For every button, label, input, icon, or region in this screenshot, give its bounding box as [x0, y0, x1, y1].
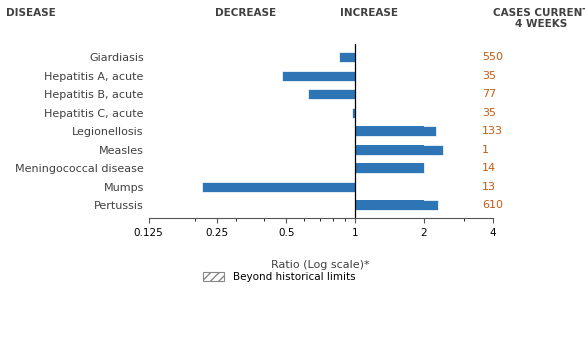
Bar: [355, 145, 424, 155]
Bar: [353, 108, 355, 118]
Bar: [355, 163, 424, 173]
Text: 133: 133: [482, 126, 503, 136]
Text: 14: 14: [482, 163, 496, 173]
Bar: [355, 200, 424, 210]
Text: 35: 35: [482, 108, 496, 118]
Text: 610: 610: [482, 200, 503, 210]
Bar: [339, 52, 355, 62]
Text: DISEASE: DISEASE: [6, 8, 56, 18]
Text: 550: 550: [482, 52, 503, 62]
Text: 13: 13: [482, 182, 496, 192]
Text: CASES CURRENT
4 WEEKS: CASES CURRENT 4 WEEKS: [493, 8, 585, 29]
Text: DECREASE: DECREASE: [215, 8, 276, 18]
Bar: [355, 163, 424, 173]
Text: 77: 77: [482, 89, 497, 99]
Bar: [355, 145, 443, 155]
Bar: [355, 126, 424, 136]
Text: 35: 35: [482, 71, 496, 80]
Bar: [202, 182, 355, 192]
Bar: [355, 200, 438, 210]
Text: 1: 1: [482, 145, 489, 155]
Text: INCREASE: INCREASE: [339, 8, 398, 18]
Bar: [282, 71, 355, 81]
Bar: [355, 126, 436, 136]
X-axis label: Ratio (Log scale)*: Ratio (Log scale)*: [271, 260, 370, 270]
Bar: [308, 89, 355, 99]
Legend: Beyond historical limits: Beyond historical limits: [199, 268, 359, 286]
